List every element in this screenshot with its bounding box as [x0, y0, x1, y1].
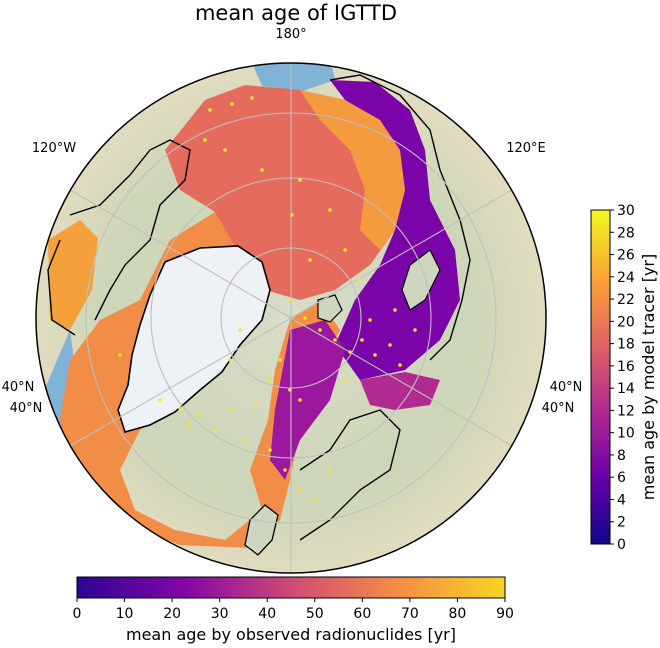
colorbar-right-tick-label: 12 [617, 403, 635, 419]
model-field-eurasian-purple [330, 80, 460, 380]
label-120w: 120°W [32, 141, 76, 156]
label-180: 180° [275, 27, 306, 42]
colorbar-right-tick-label: 20 [617, 314, 635, 330]
model-field-eastern-band [300, 90, 405, 250]
colorbar-bottom-tick-label: 90 [496, 606, 514, 622]
colorbar-right-tick-label: 14 [617, 381, 635, 397]
label-120e: 120°E [506, 141, 546, 156]
colorbar-right-tick-label: 24 [617, 270, 635, 286]
colorbar-bottom-tick-label: 80 [449, 606, 467, 622]
label-40n-right-b: 40°N [542, 401, 575, 416]
label-40n-right-a: 40°N [550, 380, 583, 395]
coastline-canada [47, 139, 191, 336]
colorbar-observed-radionuclides: 0 10 20 30 40 50 60 70 80 90 mean age by observed… [73, 576, 514, 644]
colorbar-bottom-tick-label: 40 [258, 606, 276, 622]
label-40n-left-b: 40°N [10, 401, 43, 416]
colorbar-right-tick-label: 4 [617, 492, 626, 508]
colorbar-right-tick-label: 2 [617, 515, 626, 531]
colorbar-bottom-ticks: 0 10 20 30 40 50 60 70 80 90 [73, 598, 514, 622]
globe-outline [35, 62, 547, 574]
colorbar-bottom-tick-label: 0 [73, 606, 82, 622]
coastline-uk [244, 504, 279, 556]
globe [36, 63, 546, 573]
colorbar-bottom-tick-label: 50 [306, 606, 324, 622]
colorbar-bottom-tick-label: 70 [401, 606, 419, 622]
colorbar-right-tick-label: 16 [617, 359, 635, 375]
colorbar-right-tick-label: 0 [617, 537, 626, 553]
model-field-atlantic-orange [60, 212, 340, 548]
coastline-novaya-zemlya [401, 249, 441, 311]
colorbar-right-tick-label: 26 [617, 248, 635, 264]
colorbar-bottom-fill [76, 576, 506, 599]
model-field-barents [360, 372, 440, 410]
greenland-ice-sheet [117, 245, 271, 433]
colorbar-bottom-tick-label: 60 [353, 606, 371, 622]
map-title: mean age of IGTTD [195, 1, 397, 25]
colorbar-right-tick-label: 6 [617, 470, 626, 486]
colorbar-bottom-label: mean age by observed radionuclides [yr] [126, 625, 456, 644]
coastline-siberia [329, 74, 471, 361]
colorbar-right-tick-label: 18 [617, 337, 635, 353]
colorbar-bottom-tick-label: 10 [116, 606, 134, 622]
colorbar-right-fill [590, 209, 611, 545]
colorbar-right-tick-label: 22 [617, 292, 635, 308]
colorbar-right-tick-label: 10 [617, 426, 635, 442]
colorbar-bottom-tick-label: 20 [163, 606, 181, 622]
model-field-hudson-orange [48, 220, 98, 330]
label-40n-left-a: 40°N [2, 380, 35, 395]
observation-points [118, 96, 417, 502]
colorbar-right-tick-label: 8 [617, 448, 626, 464]
colorbar-right-tick-label: 30 [617, 203, 635, 219]
graticule [69, 63, 513, 573]
colorbar-bottom-tick-label: 30 [211, 606, 229, 622]
model-field-nordic-seas [270, 320, 345, 480]
colorbar-right-tick-label: 28 [617, 225, 635, 241]
coastline-scandinavia [299, 409, 401, 541]
colorbar-right-label: mean age by model tracer [yr] [639, 254, 658, 500]
coastline-svalbard [317, 294, 343, 323]
